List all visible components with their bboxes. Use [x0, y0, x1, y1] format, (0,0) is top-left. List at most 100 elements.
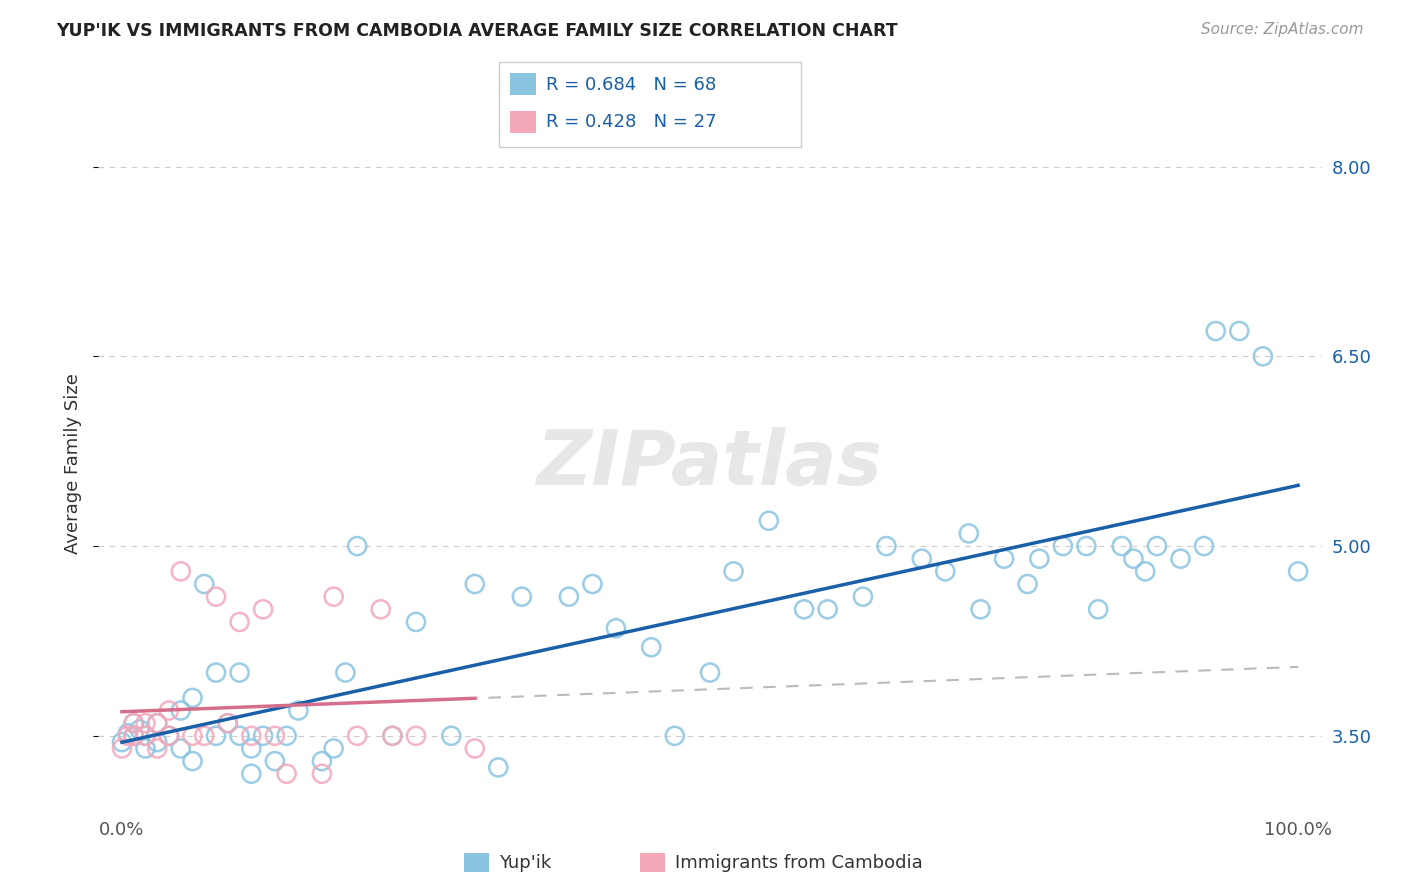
Point — [157, 729, 180, 743]
Point — [252, 602, 274, 616]
Point — [510, 590, 533, 604]
Point — [1170, 551, 1192, 566]
Text: R = 0.684   N = 68: R = 0.684 N = 68 — [546, 76, 716, 94]
Point — [134, 741, 156, 756]
Point — [193, 729, 215, 743]
Point — [228, 615, 250, 629]
Point — [1087, 602, 1109, 616]
Point — [699, 665, 721, 680]
Point — [157, 704, 180, 718]
Point — [276, 729, 298, 743]
Point — [969, 602, 991, 616]
Point — [146, 735, 169, 749]
Point — [440, 729, 463, 743]
Point — [240, 741, 263, 756]
Point — [170, 741, 193, 756]
Point — [134, 729, 156, 743]
Point — [817, 602, 839, 616]
Point — [405, 729, 427, 743]
Point — [1028, 551, 1050, 566]
Point — [122, 729, 145, 743]
Point — [181, 754, 204, 768]
Point — [205, 665, 228, 680]
Point — [911, 551, 934, 566]
Point — [558, 590, 581, 604]
Text: Yup'ik: Yup'ik — [499, 854, 551, 871]
Point — [1205, 324, 1227, 338]
Point — [664, 729, 686, 743]
Point — [405, 615, 427, 629]
Text: Source: ZipAtlas.com: Source: ZipAtlas.com — [1201, 22, 1364, 37]
Point — [146, 716, 169, 731]
Point — [486, 760, 509, 774]
Point — [957, 526, 980, 541]
Point — [287, 704, 309, 718]
Y-axis label: Average Family Size: Average Family Size — [65, 374, 83, 554]
Text: ZIPatlas: ZIPatlas — [537, 427, 883, 500]
Point — [464, 577, 486, 591]
Point — [370, 602, 392, 616]
Point — [934, 565, 956, 579]
Point — [1017, 577, 1039, 591]
Point — [1052, 539, 1074, 553]
Point — [1227, 324, 1250, 338]
Point — [381, 729, 404, 743]
Text: R = 0.428   N = 27: R = 0.428 N = 27 — [546, 113, 716, 131]
Point — [1251, 349, 1274, 363]
Point — [723, 565, 745, 579]
Point — [117, 729, 139, 743]
Point — [758, 514, 780, 528]
Point — [181, 690, 204, 705]
Point — [852, 590, 875, 604]
Point — [1286, 565, 1309, 579]
Point — [311, 754, 333, 768]
Point — [111, 735, 134, 749]
Point — [1076, 539, 1098, 553]
Point — [1146, 539, 1168, 553]
Point — [205, 729, 228, 743]
Point — [240, 729, 263, 743]
Point — [111, 741, 134, 756]
Point — [146, 741, 169, 756]
Point — [640, 640, 662, 655]
Point — [157, 729, 180, 743]
Point — [134, 729, 156, 743]
Point — [335, 665, 357, 680]
Text: Immigrants from Cambodia: Immigrants from Cambodia — [675, 854, 922, 871]
Point — [346, 539, 368, 553]
Point — [1192, 539, 1215, 553]
Point — [205, 590, 228, 604]
Point — [193, 577, 215, 591]
Point — [228, 729, 250, 743]
Point — [217, 716, 239, 731]
Point — [117, 726, 139, 740]
Point — [322, 590, 344, 604]
Point — [346, 729, 368, 743]
Point — [311, 766, 333, 780]
Point — [252, 729, 274, 743]
Point — [1111, 539, 1133, 553]
Point — [122, 716, 145, 731]
Point — [276, 766, 298, 780]
Point — [181, 729, 204, 743]
Text: YUP'IK VS IMMIGRANTS FROM CAMBODIA AVERAGE FAMILY SIZE CORRELATION CHART: YUP'IK VS IMMIGRANTS FROM CAMBODIA AVERA… — [56, 22, 898, 40]
Point — [146, 716, 169, 731]
Point — [1135, 565, 1157, 579]
Point — [263, 729, 285, 743]
Point — [793, 602, 815, 616]
Point — [381, 729, 404, 743]
Point — [263, 754, 285, 768]
Point — [128, 723, 150, 737]
Point — [605, 621, 627, 635]
Point — [875, 539, 897, 553]
Point — [581, 577, 603, 591]
Point — [240, 766, 263, 780]
Point — [993, 551, 1015, 566]
Point — [228, 665, 250, 680]
Point — [134, 716, 156, 731]
Point — [122, 729, 145, 743]
Point — [170, 704, 193, 718]
Point — [1122, 551, 1144, 566]
Point — [122, 716, 145, 731]
Point — [170, 565, 193, 579]
